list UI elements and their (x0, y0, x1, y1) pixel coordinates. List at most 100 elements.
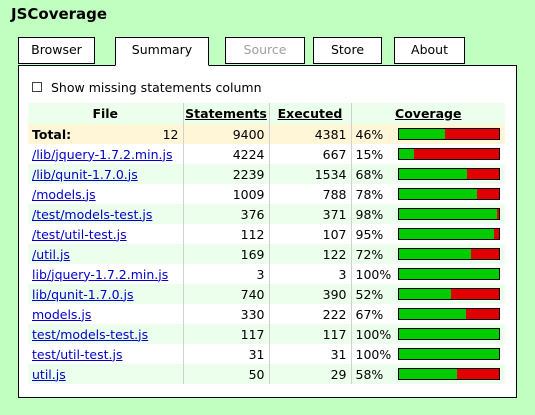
tab-about[interactable]: About (394, 37, 465, 64)
file-link[interactable]: test/util-test.js (32, 346, 123, 362)
statements-cell: 2239 (183, 164, 270, 184)
coverage-percent: 78% (355, 186, 384, 202)
tab-browser[interactable]: Browser (18, 37, 95, 64)
total-statements: 9400 (183, 124, 270, 144)
header-coverage[interactable]: Coverage (351, 103, 505, 124)
coverage-percent: 100% (355, 346, 392, 362)
coverage-summary-table: File Statements Executed Coverage Total:… (28, 103, 505, 384)
file-link[interactable]: lib/qunit-1.7.0.js (32, 286, 134, 302)
coverage-bar (397, 228, 500, 240)
executed-cell: 1534 (269, 164, 352, 184)
total-coverage-bar (397, 128, 500, 140)
statements-cell: 31 (183, 344, 270, 364)
coverage-bar-fill (398, 289, 451, 299)
coverage-bar (397, 208, 500, 220)
tab-summary[interactable]: Summary (115, 37, 209, 66)
file-cell: /lib/qunit-1.7.0.js (28, 164, 184, 184)
file-link[interactable]: /lib/qunit-1.7.0.js (32, 166, 138, 182)
coverage-bar (397, 168, 500, 180)
statements-cell: 330 (183, 304, 270, 324)
executed-cell: 122 (269, 244, 352, 264)
table-row: lib/jquery-1.7.2.min.js 3 3 100% (28, 264, 505, 284)
coverage-cell: 52% (351, 284, 505, 304)
file-cell: /util.js (28, 244, 184, 264)
coverage-cell: 68% (351, 164, 505, 184)
file-cell: lib/qunit-1.7.0.js (28, 284, 184, 304)
file-link[interactable]: /test/util-test.js (32, 226, 127, 242)
executed-cell: 667 (269, 144, 352, 164)
coverage-bar (397, 348, 500, 360)
file-link[interactable]: /util.js (32, 246, 70, 262)
header-coverage-label: Coverage (395, 106, 462, 121)
coverage-percent: 67% (355, 306, 384, 322)
coverage-percent: 98% (355, 206, 384, 222)
file-link[interactable]: models.js (32, 306, 92, 322)
executed-cell: 222 (269, 304, 352, 324)
statements-cell: 3 (183, 264, 270, 284)
file-cell: lib/jquery-1.7.2.min.js (28, 264, 184, 284)
total-coverage-cell: 46% (351, 124, 505, 144)
executed-cell: 788 (269, 184, 352, 204)
executed-cell: 107 (269, 224, 352, 244)
statements-cell: 112 (183, 224, 270, 244)
tab-source: Source (225, 37, 305, 64)
table-row: models.js 330 222 67% (28, 304, 505, 324)
statements-cell: 376 (183, 204, 270, 224)
file-link[interactable]: /lib/jquery-1.7.2.min.js (32, 146, 173, 162)
file-cell: test/util-test.js (28, 344, 184, 364)
statements-cell: 169 (183, 244, 270, 264)
file-link[interactable]: lib/jquery-1.7.2.min.js (32, 266, 169, 282)
coverage-cell: 100% (351, 264, 505, 284)
coverage-percent: 68% (355, 166, 384, 182)
missing-statements-checkbox[interactable] (32, 82, 42, 92)
header-file[interactable]: File (28, 103, 184, 124)
tab-store[interactable]: Store (313, 37, 382, 64)
coverage-bar (397, 308, 500, 320)
file-link[interactable]: test/models-test.js (32, 326, 149, 342)
coverage-percent: 95% (355, 226, 384, 242)
total-label: Total: (32, 126, 72, 142)
coverage-cell: 67% (351, 304, 505, 324)
summary-panel: Show missing statements column File Stat… (18, 65, 517, 398)
coverage-bar (397, 288, 500, 300)
table-row: test/models-test.js 117 117 100% (28, 324, 505, 344)
coverage-bar-fill (398, 229, 494, 239)
coverage-bar (397, 248, 500, 260)
app-title: JSCoverage (11, 5, 108, 23)
table-row: /models.js 1009 788 78% (28, 184, 505, 204)
file-link[interactable]: /test/models-test.js (32, 206, 153, 222)
coverage-bar-fill (398, 369, 457, 379)
coverage-bar (397, 328, 500, 340)
file-cell: /test/models-test.js (28, 204, 184, 224)
executed-cell: 3 (269, 264, 352, 284)
coverage-bar-fill (398, 349, 499, 359)
executed-cell: 371 (269, 204, 352, 224)
coverage-bar-fill (398, 309, 466, 319)
table-row: /lib/qunit-1.7.0.js 2239 1534 68% (28, 164, 505, 184)
header-statements[interactable]: Statements (183, 103, 270, 124)
total-coverage-percent: 46% (355, 126, 384, 142)
coverage-bar (397, 268, 500, 280)
header-file-label: File (92, 106, 119, 121)
file-cell: /test/util-test.js (28, 224, 184, 244)
table-row: /util.js 169 122 72% (28, 244, 505, 264)
header-executed[interactable]: Executed (269, 103, 352, 124)
coverage-cell: 100% (351, 344, 505, 364)
file-link[interactable]: util.js (32, 366, 66, 382)
coverage-cell: 15% (351, 144, 505, 164)
coverage-cell: 100% (351, 324, 505, 344)
coverage-bar-fill (398, 169, 467, 179)
file-link[interactable]: /models.js (32, 186, 96, 202)
statements-cell: 4224 (183, 144, 270, 164)
missing-statements-toggle[interactable]: Show missing statements column (32, 79, 262, 95)
coverage-cell: 95% (351, 224, 505, 244)
coverage-bar-fill (398, 249, 471, 259)
statements-cell: 740 (183, 284, 270, 304)
file-cell: util.js (28, 364, 184, 384)
executed-cell: 117 (269, 324, 352, 344)
total-file-count: 12 (162, 126, 179, 142)
file-cell: models.js (28, 304, 184, 324)
coverage-percent: 100% (355, 326, 392, 342)
missing-statements-label: Show missing statements column (51, 79, 262, 95)
coverage-bar-fill (398, 329, 499, 339)
